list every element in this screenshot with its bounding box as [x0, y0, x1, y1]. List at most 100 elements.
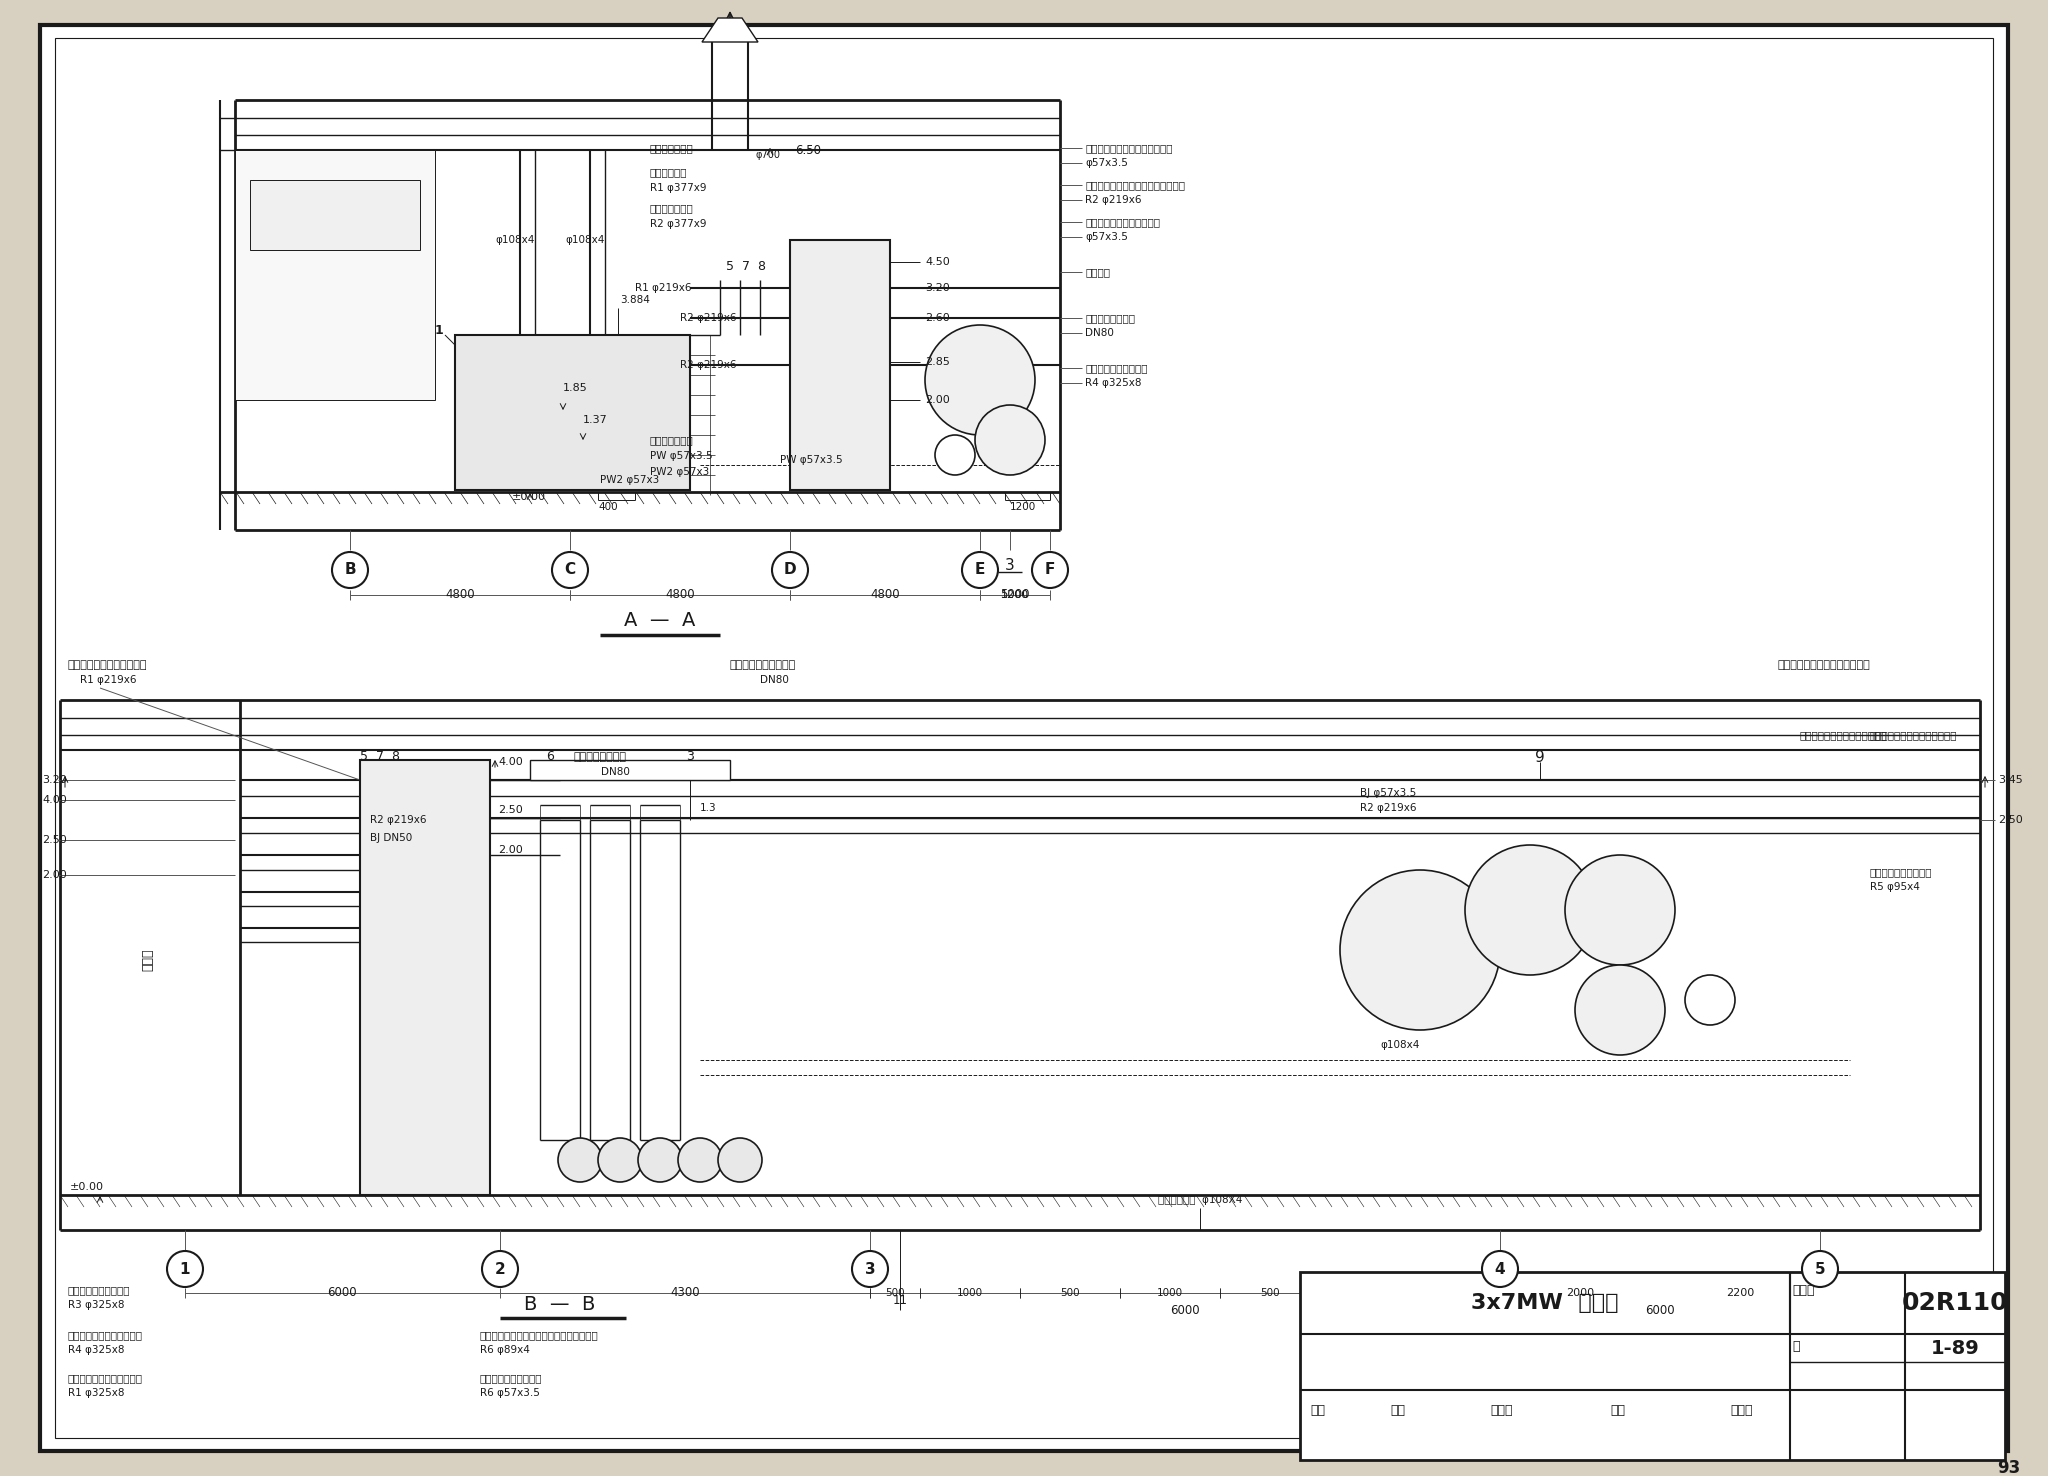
Text: 11: 11 [893, 1293, 907, 1306]
Circle shape [639, 1138, 682, 1182]
Text: 软化水进软化水箱: 软化水进软化水箱 [573, 751, 627, 762]
Text: 5  7  8: 5 7 8 [360, 750, 399, 763]
Text: 一次网补水管接至循环水泵进口: 一次网补水管接至循环水泵进口 [1778, 660, 1870, 670]
Text: φ57x3.5: φ57x3.5 [1085, 232, 1128, 242]
Text: 1200: 1200 [1001, 590, 1028, 601]
Text: 软化水接至解氧除氧器: 软化水接至解氧除氧器 [729, 660, 797, 670]
Text: 4800: 4800 [666, 589, 694, 602]
Text: R4 φ325x8: R4 φ325x8 [1085, 378, 1141, 388]
Circle shape [678, 1138, 723, 1182]
Text: 3.884: 3.884 [621, 295, 649, 306]
Text: 2000: 2000 [1567, 1289, 1593, 1297]
Text: R6 φ57x3.5: R6 φ57x3.5 [479, 1387, 541, 1398]
Text: 6000: 6000 [1645, 1303, 1675, 1317]
Text: φ108x4: φ108x4 [496, 235, 535, 245]
Text: R1 φ377x9: R1 φ377x9 [649, 183, 707, 193]
Text: 1.3: 1.3 [700, 803, 717, 813]
Text: 回水总管进锅炉: 回水总管进锅炉 [649, 204, 694, 213]
Text: 校对: 校对 [1391, 1404, 1405, 1417]
Text: R3 φ325x8: R3 φ325x8 [68, 1300, 125, 1311]
Text: R4 φ325x8: R4 φ325x8 [68, 1345, 125, 1355]
Circle shape [1686, 976, 1735, 1024]
Text: R1 φ219x6: R1 φ219x6 [80, 675, 137, 685]
Text: 1000: 1000 [956, 1289, 983, 1297]
Text: PW2 φ57x3: PW2 φ57x3 [649, 466, 709, 477]
Text: 1: 1 [180, 1262, 190, 1277]
Text: 计量间: 计量间 [141, 949, 154, 971]
Text: 二次网供水管接至外网: 二次网供水管接至外网 [68, 1286, 131, 1294]
Text: 接至室外安全处: 接至室外安全处 [649, 143, 694, 154]
Text: R6 φ89x4: R6 φ89x4 [479, 1345, 530, 1355]
Text: 2.00: 2.00 [498, 844, 522, 855]
Text: 4800: 4800 [870, 589, 899, 602]
Text: 02R110: 02R110 [1903, 1292, 2009, 1315]
Text: E: E [975, 562, 985, 577]
Text: 4: 4 [1495, 1262, 1505, 1277]
Text: 2.50: 2.50 [498, 804, 522, 815]
Text: 1000: 1000 [1157, 1289, 1184, 1297]
Text: 93: 93 [1997, 1458, 2019, 1476]
Text: 一次网供水管接至外网: 一次网供水管接至外网 [1085, 363, 1147, 373]
Text: 5: 5 [1815, 1262, 1825, 1277]
Text: A  —  A: A — A [625, 611, 696, 629]
Text: 500: 500 [1260, 1289, 1280, 1297]
Text: 二次网供水管  φ108X4: 二次网供水管 φ108X4 [1157, 1196, 1243, 1204]
Circle shape [553, 552, 588, 587]
Text: 3.20: 3.20 [43, 775, 68, 785]
Text: 3x7MW  剖视图: 3x7MW 剖视图 [1470, 1293, 1618, 1314]
Text: C: C [565, 562, 575, 577]
Circle shape [975, 404, 1044, 475]
Text: 设计: 设计 [1610, 1404, 1624, 1417]
Circle shape [719, 1138, 762, 1182]
Text: 400: 400 [598, 502, 618, 512]
Text: 1200: 1200 [1010, 502, 1036, 512]
Text: 锅炉出水总管: 锅炉出水总管 [649, 167, 688, 177]
Text: 李春林: 李春林 [1491, 1404, 1513, 1417]
Bar [360, 760, 489, 1196]
Text: 换热机组: 换热机组 [1085, 267, 1110, 277]
Circle shape [168, 1252, 203, 1287]
Text: R1 φ219x6: R1 φ219x6 [635, 283, 692, 294]
Text: 锅炉一次网供水管接至外网: 锅炉一次网供水管接至外网 [68, 1373, 143, 1383]
Text: 2.50: 2.50 [43, 835, 68, 844]
Text: 3: 3 [864, 1262, 874, 1277]
Text: B: B [344, 562, 356, 577]
Circle shape [772, 552, 809, 587]
Circle shape [852, 1252, 889, 1287]
Text: R2 φ219x6: R2 φ219x6 [371, 815, 426, 825]
Text: 5000: 5000 [999, 589, 1030, 602]
Text: 6: 6 [547, 750, 553, 763]
Text: D: D [784, 562, 797, 577]
Text: 500: 500 [1061, 1289, 1079, 1297]
Bar [250, 180, 420, 249]
Text: BJ φ57x3.5: BJ φ57x3.5 [1360, 788, 1417, 799]
Text: 3.45: 3.45 [1999, 775, 2023, 785]
Text: ±0.00: ±0.00 [70, 1182, 104, 1193]
Text: 9: 9 [1536, 750, 1544, 765]
Text: PW2 φ57x3: PW2 φ57x3 [600, 475, 659, 486]
Bar [530, 760, 729, 779]
Text: 3.20: 3.20 [926, 283, 950, 294]
Circle shape [1483, 1252, 1518, 1287]
Text: φ108x4: φ108x4 [565, 235, 604, 245]
Bar [236, 151, 434, 400]
Text: 图集号: 图集号 [1792, 1284, 1815, 1296]
Text: 2.00: 2.00 [43, 869, 68, 880]
Circle shape [1339, 869, 1499, 1030]
Text: 生活热水循环泵出水总管接至容积式换热器: 生活热水循环泵出水总管接至容积式换热器 [479, 1330, 598, 1340]
Text: B  —  B: B — B [524, 1296, 596, 1315]
Text: 4800: 4800 [444, 589, 475, 602]
Circle shape [1802, 1252, 1837, 1287]
Bar [455, 335, 690, 490]
Bar [1300, 1272, 2005, 1460]
Circle shape [481, 1252, 518, 1287]
Text: 1.37: 1.37 [584, 415, 608, 425]
Text: 换热机组一次网回水管接至水泵进口: 换热机组一次网回水管接至水泵进口 [1085, 180, 1186, 190]
Text: 一次网供水管接至换热机组: 一次网供水管接至换热机组 [68, 660, 147, 670]
Text: 4.50: 4.50 [926, 257, 950, 267]
Text: 4300: 4300 [670, 1287, 700, 1299]
Text: F: F [1044, 562, 1055, 577]
Text: 6000: 6000 [1169, 1303, 1200, 1317]
Text: 5  7  8: 5 7 8 [725, 260, 766, 273]
Text: DN80: DN80 [760, 675, 788, 685]
